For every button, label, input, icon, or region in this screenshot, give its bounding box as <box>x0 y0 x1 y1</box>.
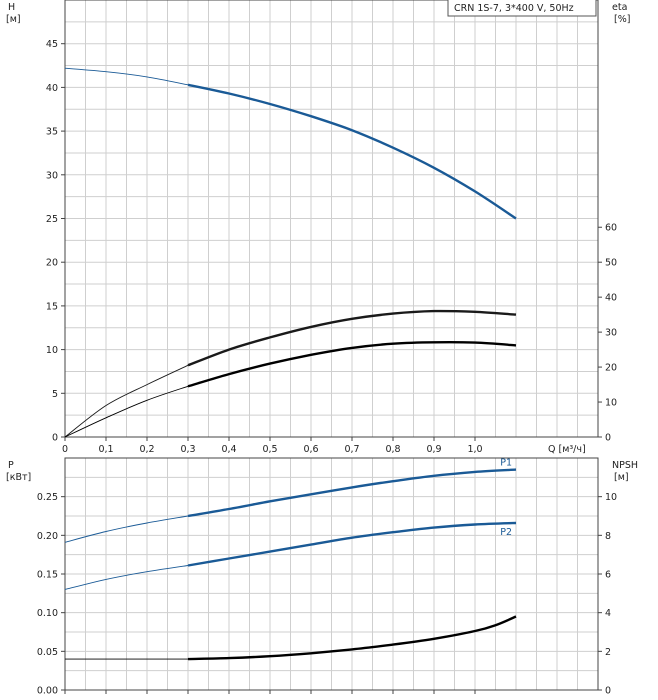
left-tick-label: 35 <box>46 127 58 138</box>
series-0-0 <box>64 67 517 220</box>
right-axis-unit: [%] <box>614 14 630 25</box>
x-tick-label: 0,2 <box>139 444 154 455</box>
left-axis-label: P <box>8 460 14 471</box>
left-tick-label: 20 <box>46 258 58 269</box>
x-tick-label: 0,4 <box>221 444 236 455</box>
left-tick-label: 0.20 <box>37 531 58 542</box>
left-axis-label: H <box>8 2 15 13</box>
series-1-0: P1 <box>64 458 517 543</box>
x-tick-label: 1,0 <box>467 444 482 455</box>
series-line-thin <box>64 364 189 438</box>
right-axis: 0 10 20 30 40 50 60 eta[%] <box>598 2 630 444</box>
legend-text: CRN 1S-7, 3*400 V, 50Hz <box>454 3 574 14</box>
right-tick-label: 10 <box>605 398 617 409</box>
right-tick-label: 2 <box>605 647 611 658</box>
x-axis-label: Q [м³/ч] <box>548 444 586 455</box>
head-efficiency-panel: 0 5 10 15 20 25 30 35 40 45 H[м] 0 10 20 30 40 50 60 eta[%… <box>6 0 630 455</box>
right-tick-label: 6 <box>605 570 611 581</box>
left-axis-unit: [м] <box>6 14 21 25</box>
left-tick-label: 0 <box>52 433 58 444</box>
right-tick-label: 40 <box>605 293 617 304</box>
series-1-1: P2 <box>64 521 517 590</box>
right-tick-label: 50 <box>605 258 617 269</box>
series-line-thin <box>64 385 189 438</box>
series-1-2 <box>65 615 517 661</box>
series-line-thick <box>187 340 517 388</box>
series-line-thick <box>187 615 517 661</box>
left-tick-label: 30 <box>46 170 58 181</box>
x-tick-label: 0,1 <box>98 444 113 455</box>
series-line-thick <box>187 468 517 518</box>
series-line-thick <box>187 83 517 220</box>
x-tick-label: 0 <box>62 444 68 455</box>
series-0-2 <box>64 340 517 438</box>
grid <box>65 0 598 437</box>
right-tick-label: 4 <box>605 608 611 619</box>
right-tick-label: 60 <box>605 223 617 234</box>
right-tick-label: 30 <box>605 328 617 339</box>
series-0-1 <box>64 309 517 438</box>
left-tick-label: 0.00 <box>37 686 58 697</box>
right-tick-label: 0 <box>605 686 611 697</box>
x-tick-label: 0,9 <box>426 444 441 455</box>
x-tick-label: 0,3 <box>180 444 195 455</box>
right-axis-unit: [м] <box>614 472 629 483</box>
left-axis: 0.00 0.05 0.10 0.15 0.20 0.25 P[кВт] <box>6 460 65 697</box>
right-axis-label: eta <box>612 2 627 13</box>
x-tick-label: 0,7 <box>344 444 359 455</box>
left-tick-label: 15 <box>46 301 58 312</box>
right-axis: 0 2 4 6 8 10 NPSH[м] <box>598 460 638 697</box>
right-tick-label: 0 <box>605 433 611 444</box>
x-axis <box>64 690 476 694</box>
left-tick-label: 40 <box>46 83 58 94</box>
left-tick-label: 45 <box>46 39 58 50</box>
left-tick-label: 0.10 <box>37 608 58 619</box>
power-npsh-panel: 0.00 0.05 0.10 0.15 0.20 0.25 P[кВт] 0 2 4 6 8 10 NPS… <box>6 457 638 697</box>
series-label: P2 <box>500 527 512 538</box>
left-tick-label: 10 <box>46 345 58 356</box>
x-tick-label: 0,8 <box>385 444 400 455</box>
left-tick-label: 0.05 <box>37 647 58 658</box>
series-label: P1 <box>500 458 512 469</box>
left-axis-unit: [кВт] <box>6 472 31 483</box>
series-line-thin <box>64 67 189 86</box>
x-tick-label: 0,5 <box>262 444 277 455</box>
left-tick-label: 0.15 <box>37 570 58 581</box>
left-tick-label: 25 <box>46 214 58 225</box>
right-tick-label: 10 <box>605 492 617 503</box>
x-tick-label: 0,6 <box>303 444 318 455</box>
series-line-thick <box>187 521 517 567</box>
x-axis: 0 0,1 0,2 0,3 0,4 0,5 0,6 0,7 0,8 0,9 1,0 Q [м³/ч] <box>62 437 586 455</box>
series-line-thin <box>64 565 189 590</box>
legend-box <box>447 0 597 17</box>
left-tick-label: 0.25 <box>37 492 58 503</box>
right-tick-label: 20 <box>605 363 617 374</box>
right-axis-label: NPSH <box>612 460 638 471</box>
series-line-thin <box>64 515 189 543</box>
left-tick-label: 5 <box>52 389 58 400</box>
pump-model-legend: CRN 1S-7, 3*400 V, 50Hz <box>447 0 597 17</box>
left-axis: 0 5 10 15 20 25 30 35 40 45 H[м] <box>6 2 65 444</box>
series-line-thick <box>187 309 517 367</box>
right-tick-label: 8 <box>605 531 611 542</box>
grid <box>65 458 598 690</box>
